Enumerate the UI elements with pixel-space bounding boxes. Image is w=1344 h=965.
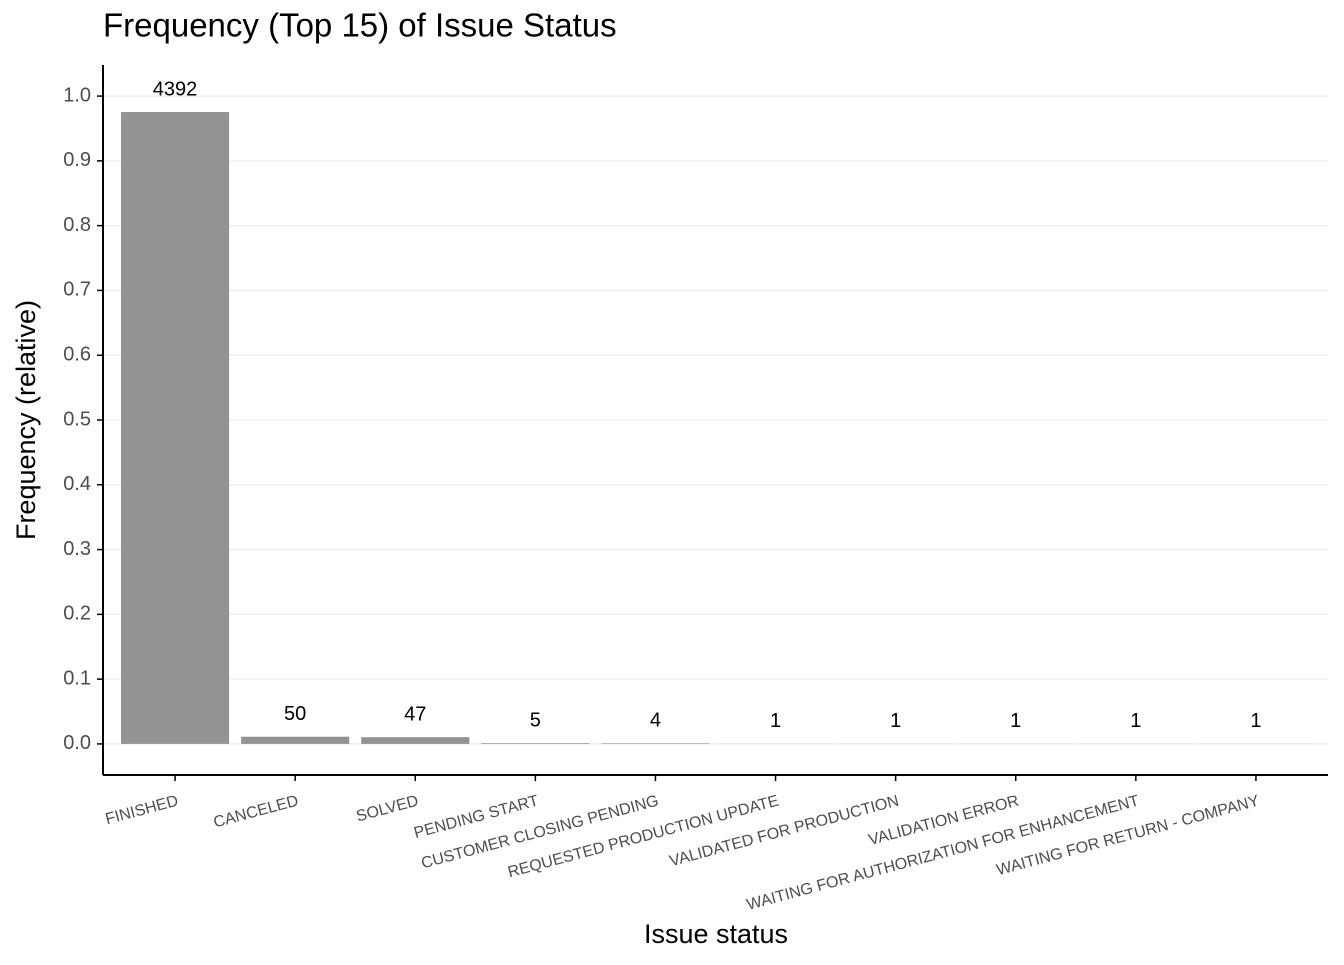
bar xyxy=(481,743,589,744)
x-tick-label: SOLVED xyxy=(354,793,420,826)
y-tick-label: 0.6 xyxy=(63,344,91,366)
x-tick-label: FINISHED xyxy=(104,793,181,829)
data-label: 4 xyxy=(650,710,661,732)
data-label: 5 xyxy=(530,709,541,731)
y-tick-label: 0.8 xyxy=(63,214,91,236)
data-label: 1 xyxy=(770,710,781,732)
data-label: 50 xyxy=(284,703,306,725)
y-tick-label: 0.7 xyxy=(63,279,91,301)
bar xyxy=(601,743,709,744)
bar xyxy=(121,112,229,744)
data-label: 1 xyxy=(1130,710,1141,732)
bar xyxy=(361,737,469,744)
y-tick-label: 0.5 xyxy=(63,408,91,430)
y-tick-label: 0.0 xyxy=(63,732,91,754)
y-tick-label: 0.1 xyxy=(63,667,91,689)
data-label: 47 xyxy=(404,703,426,725)
data-label: 1 xyxy=(1250,710,1261,732)
bar xyxy=(241,737,349,744)
y-tick-label: 0.9 xyxy=(63,149,91,171)
y-tick-label: 0.2 xyxy=(63,603,91,625)
x-tick-label: VALIDATED FOR PRODUCTION xyxy=(668,793,901,871)
x-axis-label: Issue status xyxy=(644,919,788,949)
y-tick-label: 0.4 xyxy=(63,473,91,495)
chart-title: Frequency (Top 15) of Issue Status xyxy=(103,7,617,44)
y-tick-label: 0.3 xyxy=(63,538,91,560)
data-label: 1 xyxy=(1010,710,1021,732)
x-tick-label: CANCELED xyxy=(212,793,301,832)
y-axis-label: Frequency (relative) xyxy=(11,300,41,540)
data-label: 4392 xyxy=(153,78,198,100)
data-label: 1 xyxy=(890,710,901,732)
y-tick-label: 1.0 xyxy=(63,84,91,106)
